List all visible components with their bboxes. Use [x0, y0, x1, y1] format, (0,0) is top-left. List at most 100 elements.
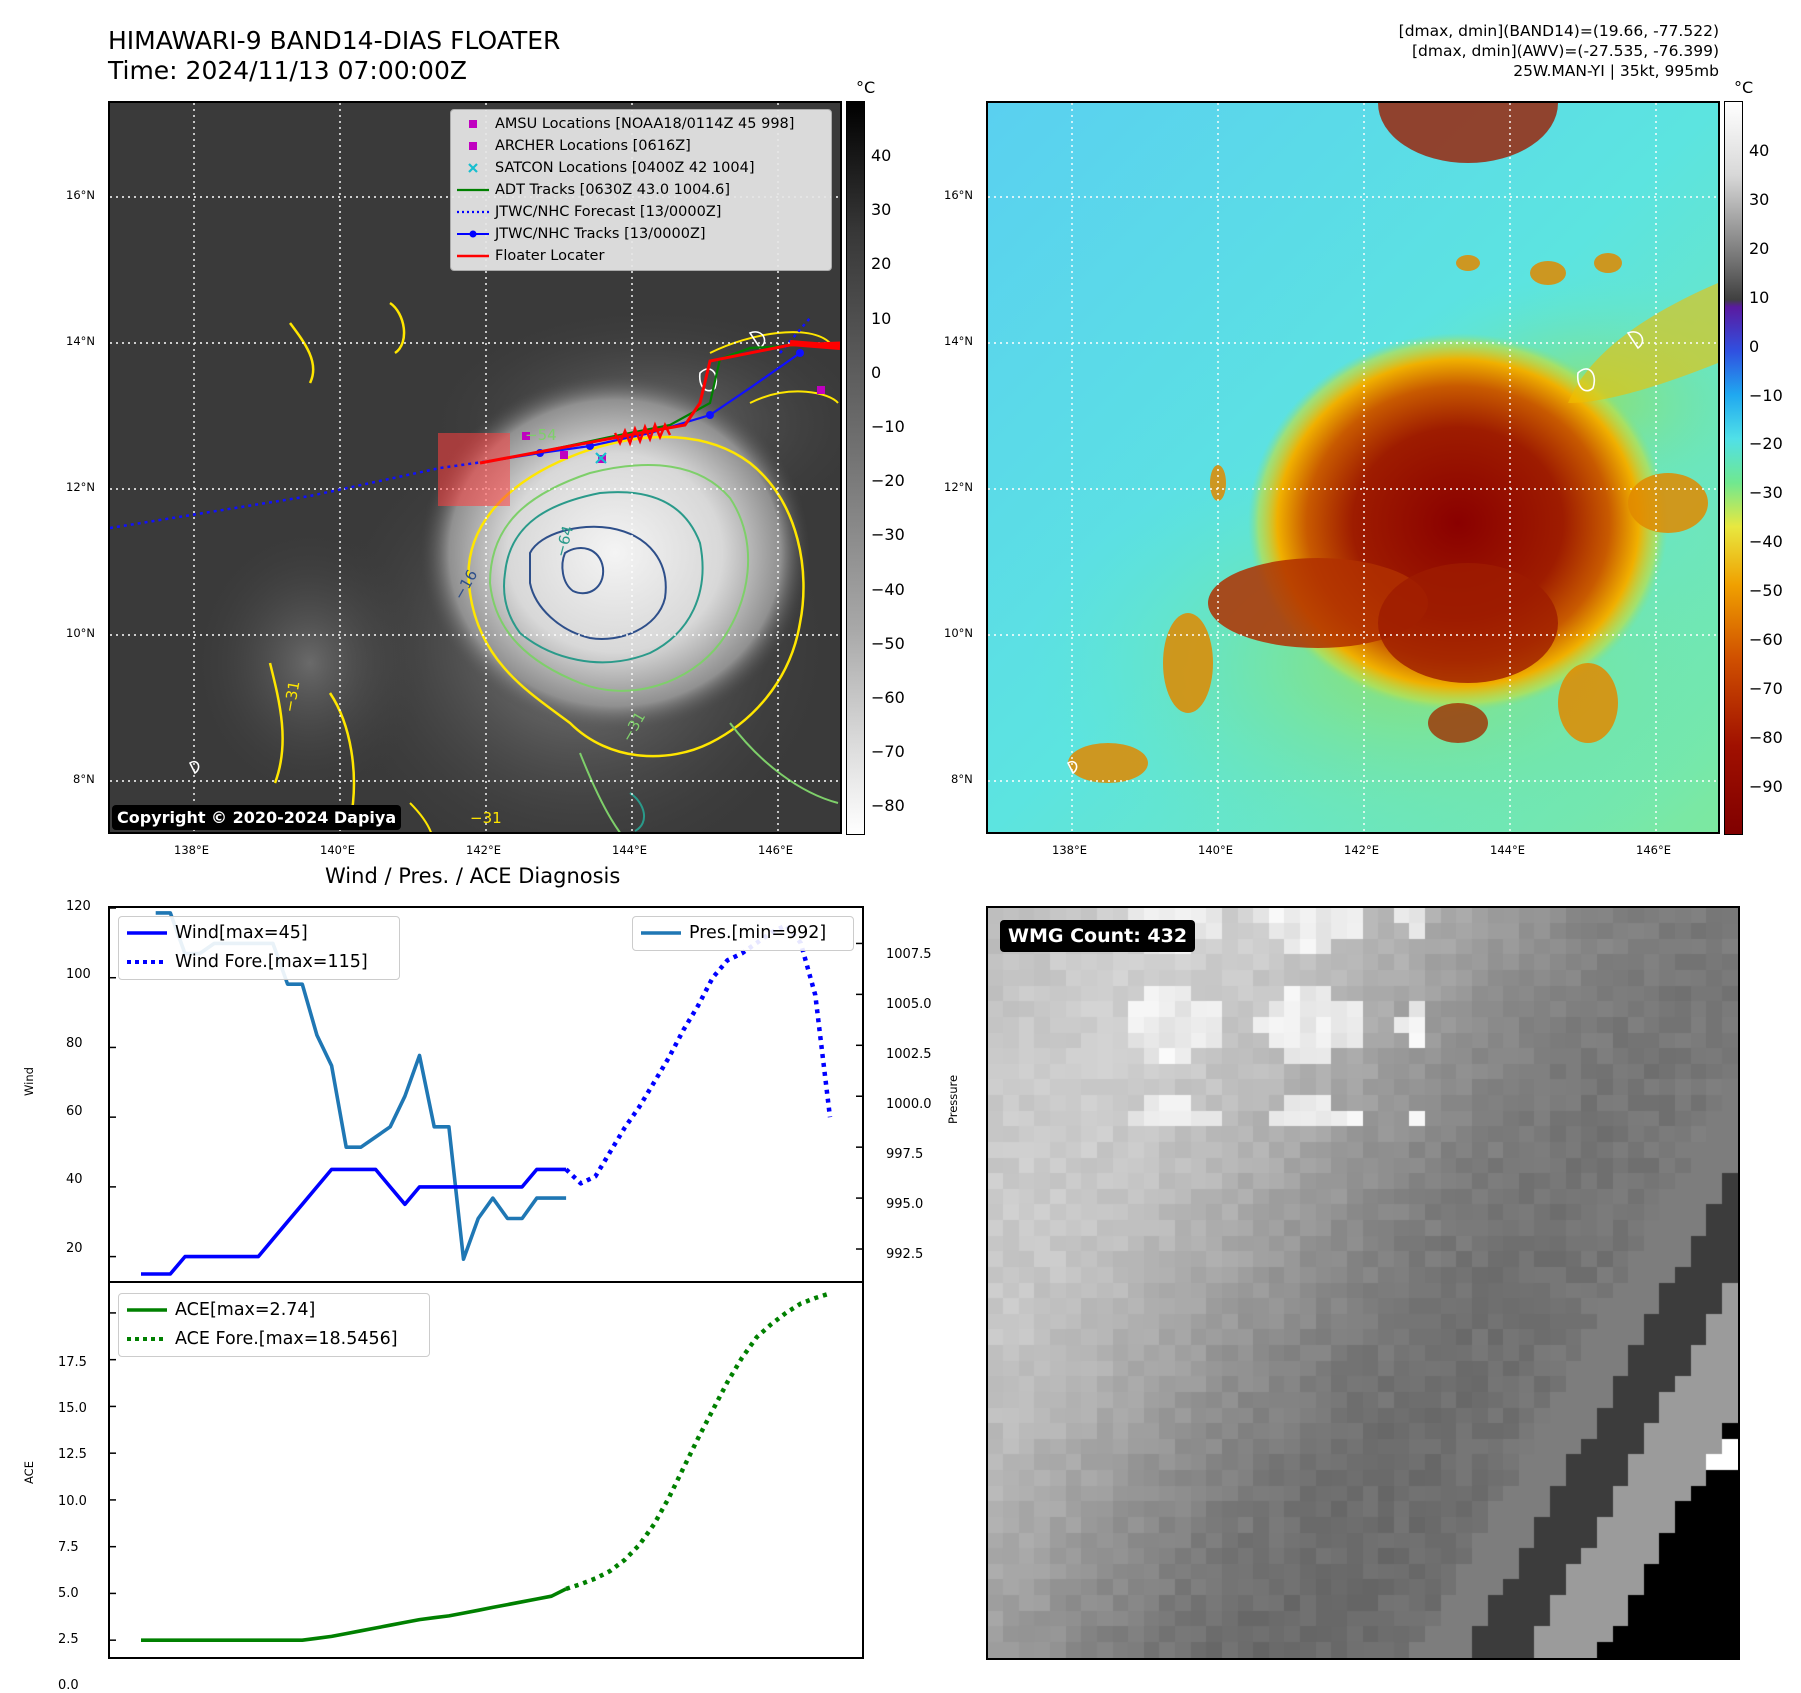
- ir-colorbar-tick: −60: [871, 688, 905, 707]
- wv-colorbar-tick: 10: [1749, 287, 1770, 307]
- lon-tick: 140°E: [1198, 843, 1233, 857]
- ir-colorbar-tick: 0: [871, 362, 882, 382]
- ir-colorbar-tick: 30: [871, 200, 892, 220]
- ace-forecast-series-line: [565, 1291, 831, 1592]
- ace-axis-tick: 12.5: [58, 1447, 87, 1463]
- green-line-icon: [119, 1296, 175, 1325]
- ace-axis-tick: 0.0: [58, 1678, 79, 1693]
- wmg-panel: WMG Count: 432: [986, 906, 1740, 1660]
- copyright-badge: Copyright © 2020-2024 Dapiya: [112, 805, 402, 830]
- wv-colorbar-tick: −50: [1749, 581, 1783, 601]
- ir-colorbar-tick: −50: [871, 633, 905, 653]
- ace-plot: ACE[max=2.74] ACE Fore.[max=18.5456]: [108, 1281, 864, 1659]
- legend-item-ace: ACE[max=2.74]: [119, 1296, 429, 1325]
- green-dotted-line-icon: [119, 1325, 175, 1354]
- lon-tick: 144°E: [1490, 843, 1525, 857]
- wind-axis-tick: 40: [66, 1172, 83, 1188]
- cyan-x-icon: [451, 157, 495, 179]
- ace-axis-tick: 5.0: [58, 1586, 79, 1601]
- pressure-axis-tick: 1000.0: [886, 1097, 932, 1112]
- blue-dotted-line-icon: [119, 948, 175, 977]
- lon-tick: 146°E: [758, 843, 793, 857]
- lon-tick: 142°E: [1344, 843, 1379, 857]
- lat-tick: 16°N: [66, 188, 95, 202]
- steelblue-line-icon: [633, 919, 689, 948]
- wind-axis-tick: 80: [66, 1035, 83, 1051]
- wind-axis-tick: 60: [66, 1103, 83, 1119]
- wind-axis-label: Wind: [22, 1067, 36, 1096]
- wind-forecast-series-line: [564, 923, 833, 1186]
- lat-tick: 16°N: [944, 188, 973, 202]
- ir-colorbar-tick: −80: [871, 796, 905, 816]
- wv-colorbar-tick: 20: [1749, 238, 1770, 258]
- wv-colorbar-tick: 40: [1749, 141, 1770, 160]
- wind-legend: Wind[max=45] Wind Fore.[max=115]: [118, 916, 400, 980]
- lon-tick: 140°E: [320, 843, 355, 857]
- blue-marker-line-icon: [451, 223, 495, 245]
- legend-item-satcon: SATCON Locations [0400Z 42 1004]: [451, 157, 831, 179]
- green-line-icon: [451, 179, 495, 201]
- pressure-axis-tick: 995.0: [886, 1197, 924, 1212]
- red-line-icon: [451, 245, 495, 267]
- legend-item-pressure: Pres.[min=992]: [633, 919, 853, 948]
- ir-colorbar-tick: 40: [871, 146, 892, 165]
- lat-tick: 14°N: [944, 334, 973, 348]
- lat-tick: 8°N: [73, 772, 95, 786]
- wind-axis-tick: 20: [66, 1240, 83, 1256]
- legend-item-amsu: AMSU Locations [NOAA18/0114Z 45 998]: [451, 113, 831, 135]
- pressure-axis-tick: 997.5: [886, 1147, 924, 1162]
- magenta-square-icon: [451, 113, 495, 135]
- diagnosis-title: Wind / Pres. / ACE Diagnosis: [325, 864, 621, 888]
- contour-label: −54: [525, 426, 557, 444]
- ir-colorbar-tick: 20: [871, 254, 892, 274]
- ir-colorbar-tick: −10: [871, 417, 905, 436]
- ir-colorbar-tick: −40: [871, 579, 905, 599]
- wv-colorbar-tick: 0: [1749, 336, 1760, 356]
- ace-axis-tick: 7.5: [58, 1539, 79, 1555]
- ir-colorbar-tick: −20: [871, 471, 905, 491]
- amsu-location-marker: [522, 432, 530, 440]
- wv-colorbar-tick: 30: [1749, 189, 1770, 209]
- archer-location-marker: [560, 451, 568, 459]
- pressure-axis-label: Pressure: [946, 1074, 960, 1124]
- wind-pressure-plot: Wind[max=45] Wind Fore.[max=115] Pres.[m…: [108, 906, 864, 1283]
- wv-colorbar-tick: −70: [1749, 678, 1783, 698]
- wind-axis-tick: 120: [66, 899, 91, 914]
- contour-label: −31: [280, 679, 303, 713]
- wv-map-canvas: [988, 103, 1718, 832]
- lat-tick: 12°N: [944, 480, 973, 494]
- ir-satellite-map: −64 −16 −31 −31 −31 −54 AMSU Locations […: [108, 101, 842, 834]
- lon-tick: 138°E: [174, 843, 209, 857]
- ir-colorbar-tick: 10: [871, 308, 892, 328]
- blue-dotted-line-icon: [451, 201, 495, 223]
- figure-timestamp: Time: 2024/11/13 07:00:00Z: [108, 56, 467, 85]
- contour-label: −31: [470, 809, 502, 827]
- wv-colorbar-tick: −80: [1749, 727, 1783, 747]
- lat-tick: 10°N: [944, 626, 973, 640]
- band14-range-info: [dmax, dmin](BAND14)=(19.66, -77.522): [1398, 22, 1719, 40]
- lat-tick: 14°N: [66, 334, 95, 348]
- wv-colorbar-tick: −90: [1749, 776, 1783, 796]
- pressure-axis-tick: 1007.5: [886, 947, 932, 962]
- legend-item-floater: Floater Locater: [451, 245, 831, 267]
- satcon-location-marker: [595, 452, 607, 464]
- map-legend: AMSU Locations [NOAA18/0114Z 45 998] ARC…: [450, 109, 832, 271]
- ir-colorbar: [846, 101, 865, 835]
- wv-colorbar-unit: °C: [1734, 78, 1754, 97]
- ace-canvas: [110, 1291, 831, 1642]
- figure-title: HIMAWARI-9 BAND14-DIAS FLOATER: [108, 26, 561, 55]
- ace-axis-label: ACE: [22, 1461, 36, 1484]
- legend-item-wind-forecast: Wind Fore.[max=115]: [119, 948, 399, 977]
- lon-tick: 144°E: [612, 843, 647, 857]
- wind-axis-tick: 100: [66, 967, 91, 983]
- storm-info: 25W.MAN-YI | 35kt, 995mb: [1513, 62, 1719, 80]
- lon-tick: 138°E: [1052, 843, 1087, 857]
- pressure-legend: Pres.[min=992]: [632, 916, 854, 951]
- legend-item-wind: Wind[max=45]: [119, 919, 399, 948]
- pressure-axis-tick: 1002.5: [886, 1047, 932, 1062]
- wv-colorbar: [1724, 101, 1743, 835]
- awv-range-info: [dmax, dmin](AWV)=(-27.535, -76.399): [1412, 42, 1719, 60]
- wv-colorbar-tick: −40: [1749, 532, 1783, 552]
- blue-line-icon: [119, 919, 175, 948]
- lat-tick: 8°N: [951, 772, 973, 786]
